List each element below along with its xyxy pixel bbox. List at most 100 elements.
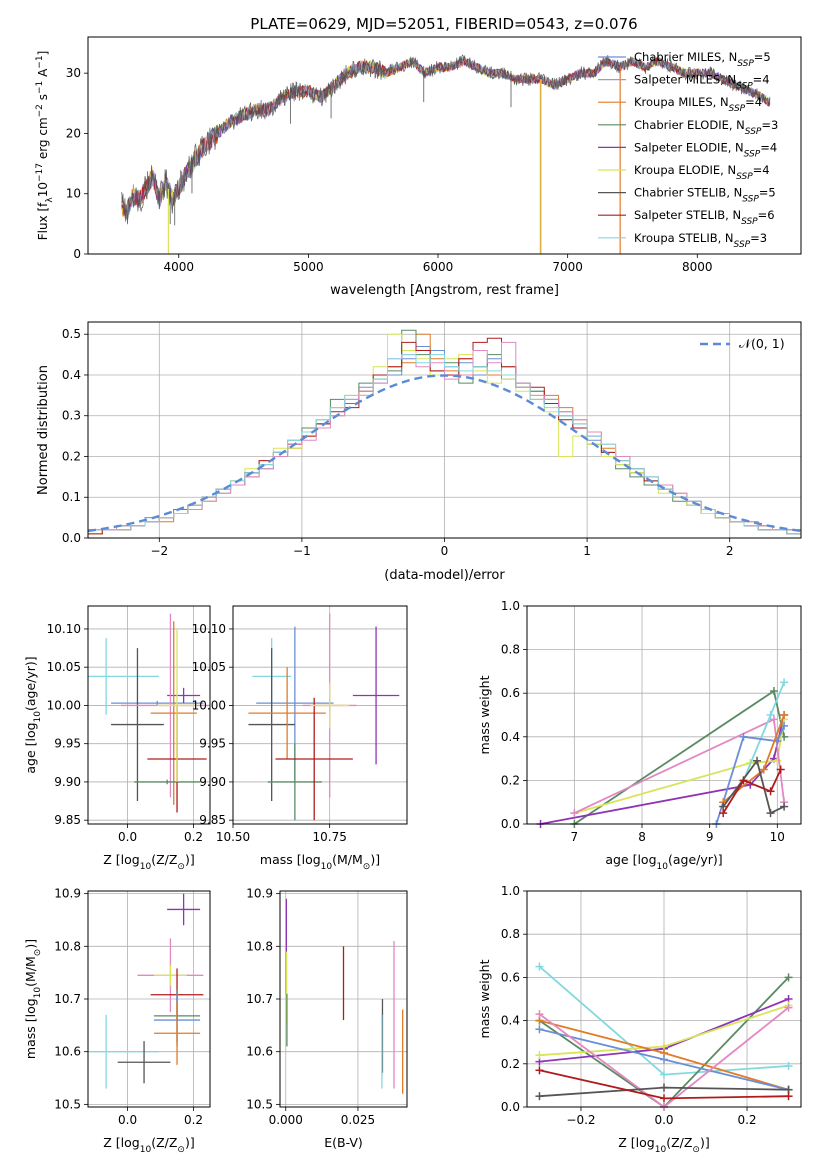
spectrum-legend-label-part: SSP	[729, 104, 746, 114]
spectrum-legend-label-part: SSP	[745, 127, 762, 137]
residual_histogram-xtick-label: 0	[441, 544, 449, 558]
age_vs_Z-series-group	[88, 613, 210, 813]
age_vs_Z-ylabel-part: age [log	[23, 722, 38, 773]
massweight_vs_Z-xlabel: Z [log10(Z/Z⊙)]	[618, 1135, 709, 1155]
age_vs_mass-frame	[232, 605, 408, 825]
age_vs_Z-ytick-label: 9.85	[54, 813, 81, 827]
age_vs_Z-xlabel-part: (Z/Z	[151, 852, 177, 867]
mass_vs_Z-xlabel-part: (Z/Z	[151, 1135, 177, 1150]
residual_histogram-xtick-label: −2	[150, 544, 168, 558]
mass_vs_ebv-xlabel: E(B-V)	[324, 1135, 363, 1150]
spectrum-legend-label-part: =6	[758, 208, 775, 222]
spectrum-legend-label-part: =4	[745, 95, 762, 109]
mass_vs_ebv-xtick-label: 0.000	[269, 1113, 303, 1127]
age_vs_mass-ytick-label: 9.85	[199, 813, 226, 827]
spectrum-legend-label-part: Chabrier ELODIE, N	[634, 118, 745, 132]
spectrum-ytick-label: 10	[66, 187, 81, 201]
age_vs_Z-ytick-label: 9.90	[54, 775, 81, 789]
spectrum-ylabel-part: s	[36, 94, 50, 104]
massweight_vs_Z-xtick-label: 0.0	[654, 1113, 673, 1127]
mass_vs_Z-ylabel: mass [log10(M/M⊙)]	[23, 939, 43, 1059]
spectrum-legend-label-part: Chabrier STELIB, N	[634, 186, 742, 200]
mass_vs_Z-ytick-label: 10.7	[54, 992, 81, 1006]
mass_vs_Z-axes: 0.0 0.2 10.5 10.6 10.7 10.8 10.9	[54, 887, 210, 1127]
residual_histogram-frame	[87, 321, 802, 539]
mass_vs_Z-series-group	[88, 893, 204, 1089]
mass_vs_ebv-ytick-label: 10.6	[246, 1045, 273, 1059]
massweight_vs_age-xlabel-part: (age/yr)]	[668, 852, 723, 867]
mass_vs_Z-xtick-label: 0.2	[184, 1113, 203, 1127]
spectrum-legend-label-part: =4	[760, 140, 777, 154]
massweight_vs_age-ytick-label: 1.0	[501, 599, 520, 613]
age_vs_Z-frame	[87, 605, 211, 825]
massweight_vs_age-ytick-label: 0.2	[501, 773, 520, 787]
age_vs_mass-xtick-label: 10.50	[216, 830, 250, 844]
spectrum-ylabel-part: A	[36, 68, 50, 81]
age_vs_mass-xlabel-part: 10	[321, 862, 333, 872]
massweight_vs_age-series-group	[536, 678, 789, 828]
age_vs_Z-xlabel-part: ⊙	[177, 862, 185, 872]
residual_histogram-ytick-label: 0.4	[62, 368, 81, 382]
massweight_vs_Z-xlabel-part: )]	[700, 1135, 710, 1150]
massweight_vs_age-ytick-label: 0.6	[501, 686, 520, 700]
spectrum-legend-label: Kroupa MILES, NSSP=4	[634, 95, 762, 114]
massweight_vs_Z-ytick-label: 0.6	[501, 970, 520, 984]
spectrum-legend-label: Salpeter ELODIE, NSSP=4	[634, 140, 777, 159]
spectrum-legend-label: Kroupa ELODIE, NSSP=4	[634, 163, 770, 182]
age_vs_Z-xlabel-part: )]	[185, 852, 195, 867]
mass_vs_ebv-xtick-label: 0.025	[341, 1113, 375, 1127]
mass_vs_ebv-series-group	[285, 898, 404, 1094]
massweight_vs_age-frame	[526, 605, 802, 825]
residual_histogram-xtick-label: 2	[726, 544, 734, 558]
spectrum-ylabel-part: ]	[36, 51, 50, 56]
massweight_vs_age-ylabel: mass weight	[477, 675, 492, 754]
massweight_vs_Z-ytick-label: 0.0	[501, 1100, 520, 1114]
spectrum-ylabel: Flux [fλ10−17 erg cm−2 s−1 A−1]	[35, 51, 55, 241]
mass_vs_ebv-ytick-label: 10.7	[246, 992, 273, 1006]
massweight_vs_Z-xtick-label: 0.2	[737, 1113, 756, 1127]
massweight_vs_age-xlabel-part: 10	[657, 862, 669, 872]
spectrum-legend-label-part: Chabrier MILES, N	[634, 50, 737, 64]
residual_histogram-legend-label: 𝒩(0, 1)	[739, 336, 785, 351]
residual_histogram-histogram-step	[88, 354, 801, 538]
spectrum-legend-label-part: SSP	[744, 149, 761, 159]
massweight_vs_Z-xtick-label: −0.2	[566, 1113, 595, 1127]
age_vs_mass-ytick-label: 10.05	[192, 660, 226, 674]
spectrum-xtick-label: 4000	[163, 260, 194, 274]
residual_histogram-xtick-label: −1	[293, 544, 311, 558]
residual_histogram-normal-curve	[88, 374, 801, 533]
massweight_vs_Z-xlabel-part: (Z/Z	[666, 1135, 692, 1150]
spectrum-legend-label: Kroupa STELIB, NSSP=3	[634, 231, 767, 250]
spectrum-ylabel-part: −2	[35, 104, 45, 117]
age_vs_mass-xlabel: mass [log10(M/M⊙)]	[260, 852, 380, 872]
age_vs_Z-ylabel-part: (age/yr)]	[23, 656, 38, 711]
spectrum-legend-label-part: =4	[753, 73, 770, 87]
spectrum-series-group	[121, 54, 771, 254]
age_vs_Z-xlabel-part: Z [log	[103, 852, 139, 867]
spectrum-ytick-label: 0	[73, 247, 81, 261]
age_vs_mass-xlabel-part: (M/M	[332, 852, 363, 867]
age_vs_Z-xtick-label: 0.0	[118, 830, 137, 844]
mass_vs_Z-xlabel-part: Z [log	[103, 1135, 139, 1150]
massweight_vs_Z-frame	[526, 890, 802, 1108]
mass_vs_Z-ytick-label: 10.5	[54, 1097, 81, 1111]
mass_vs_ebv-frame	[279, 890, 408, 1108]
mass_vs_Z-xlabel: Z [log10(Z/Z⊙)]	[103, 1135, 194, 1155]
spectrum-legend-label-part: =4	[753, 163, 770, 177]
age_vs_mass-xlabel-part: ⊙	[363, 862, 371, 872]
spectrum-ylabel-part: −1	[35, 55, 45, 68]
spectrum-legend-label-part: SSP	[741, 217, 758, 227]
massweight_vs_Z-xlabel-part: ⊙	[692, 1145, 700, 1155]
spectrum-ytick-label: 30	[66, 66, 81, 80]
spectrum-legend-label-part: Kroupa STELIB, N	[634, 231, 734, 245]
residual_histogram-ytick-label: 0.1	[62, 490, 81, 504]
spectrum-xtick-label: 8000	[682, 260, 713, 274]
massweight_vs_age-series-line	[722, 769, 782, 814]
residual_histogram-ytick-label: 0.2	[62, 449, 81, 463]
mass_vs_Z-ylabel-part: )]	[23, 939, 38, 949]
massweight_vs_age-series-line	[574, 719, 785, 814]
residual_histogram-series-group	[88, 329, 801, 538]
mass_vs_Z-ytick-label: 10.6	[54, 1045, 81, 1059]
